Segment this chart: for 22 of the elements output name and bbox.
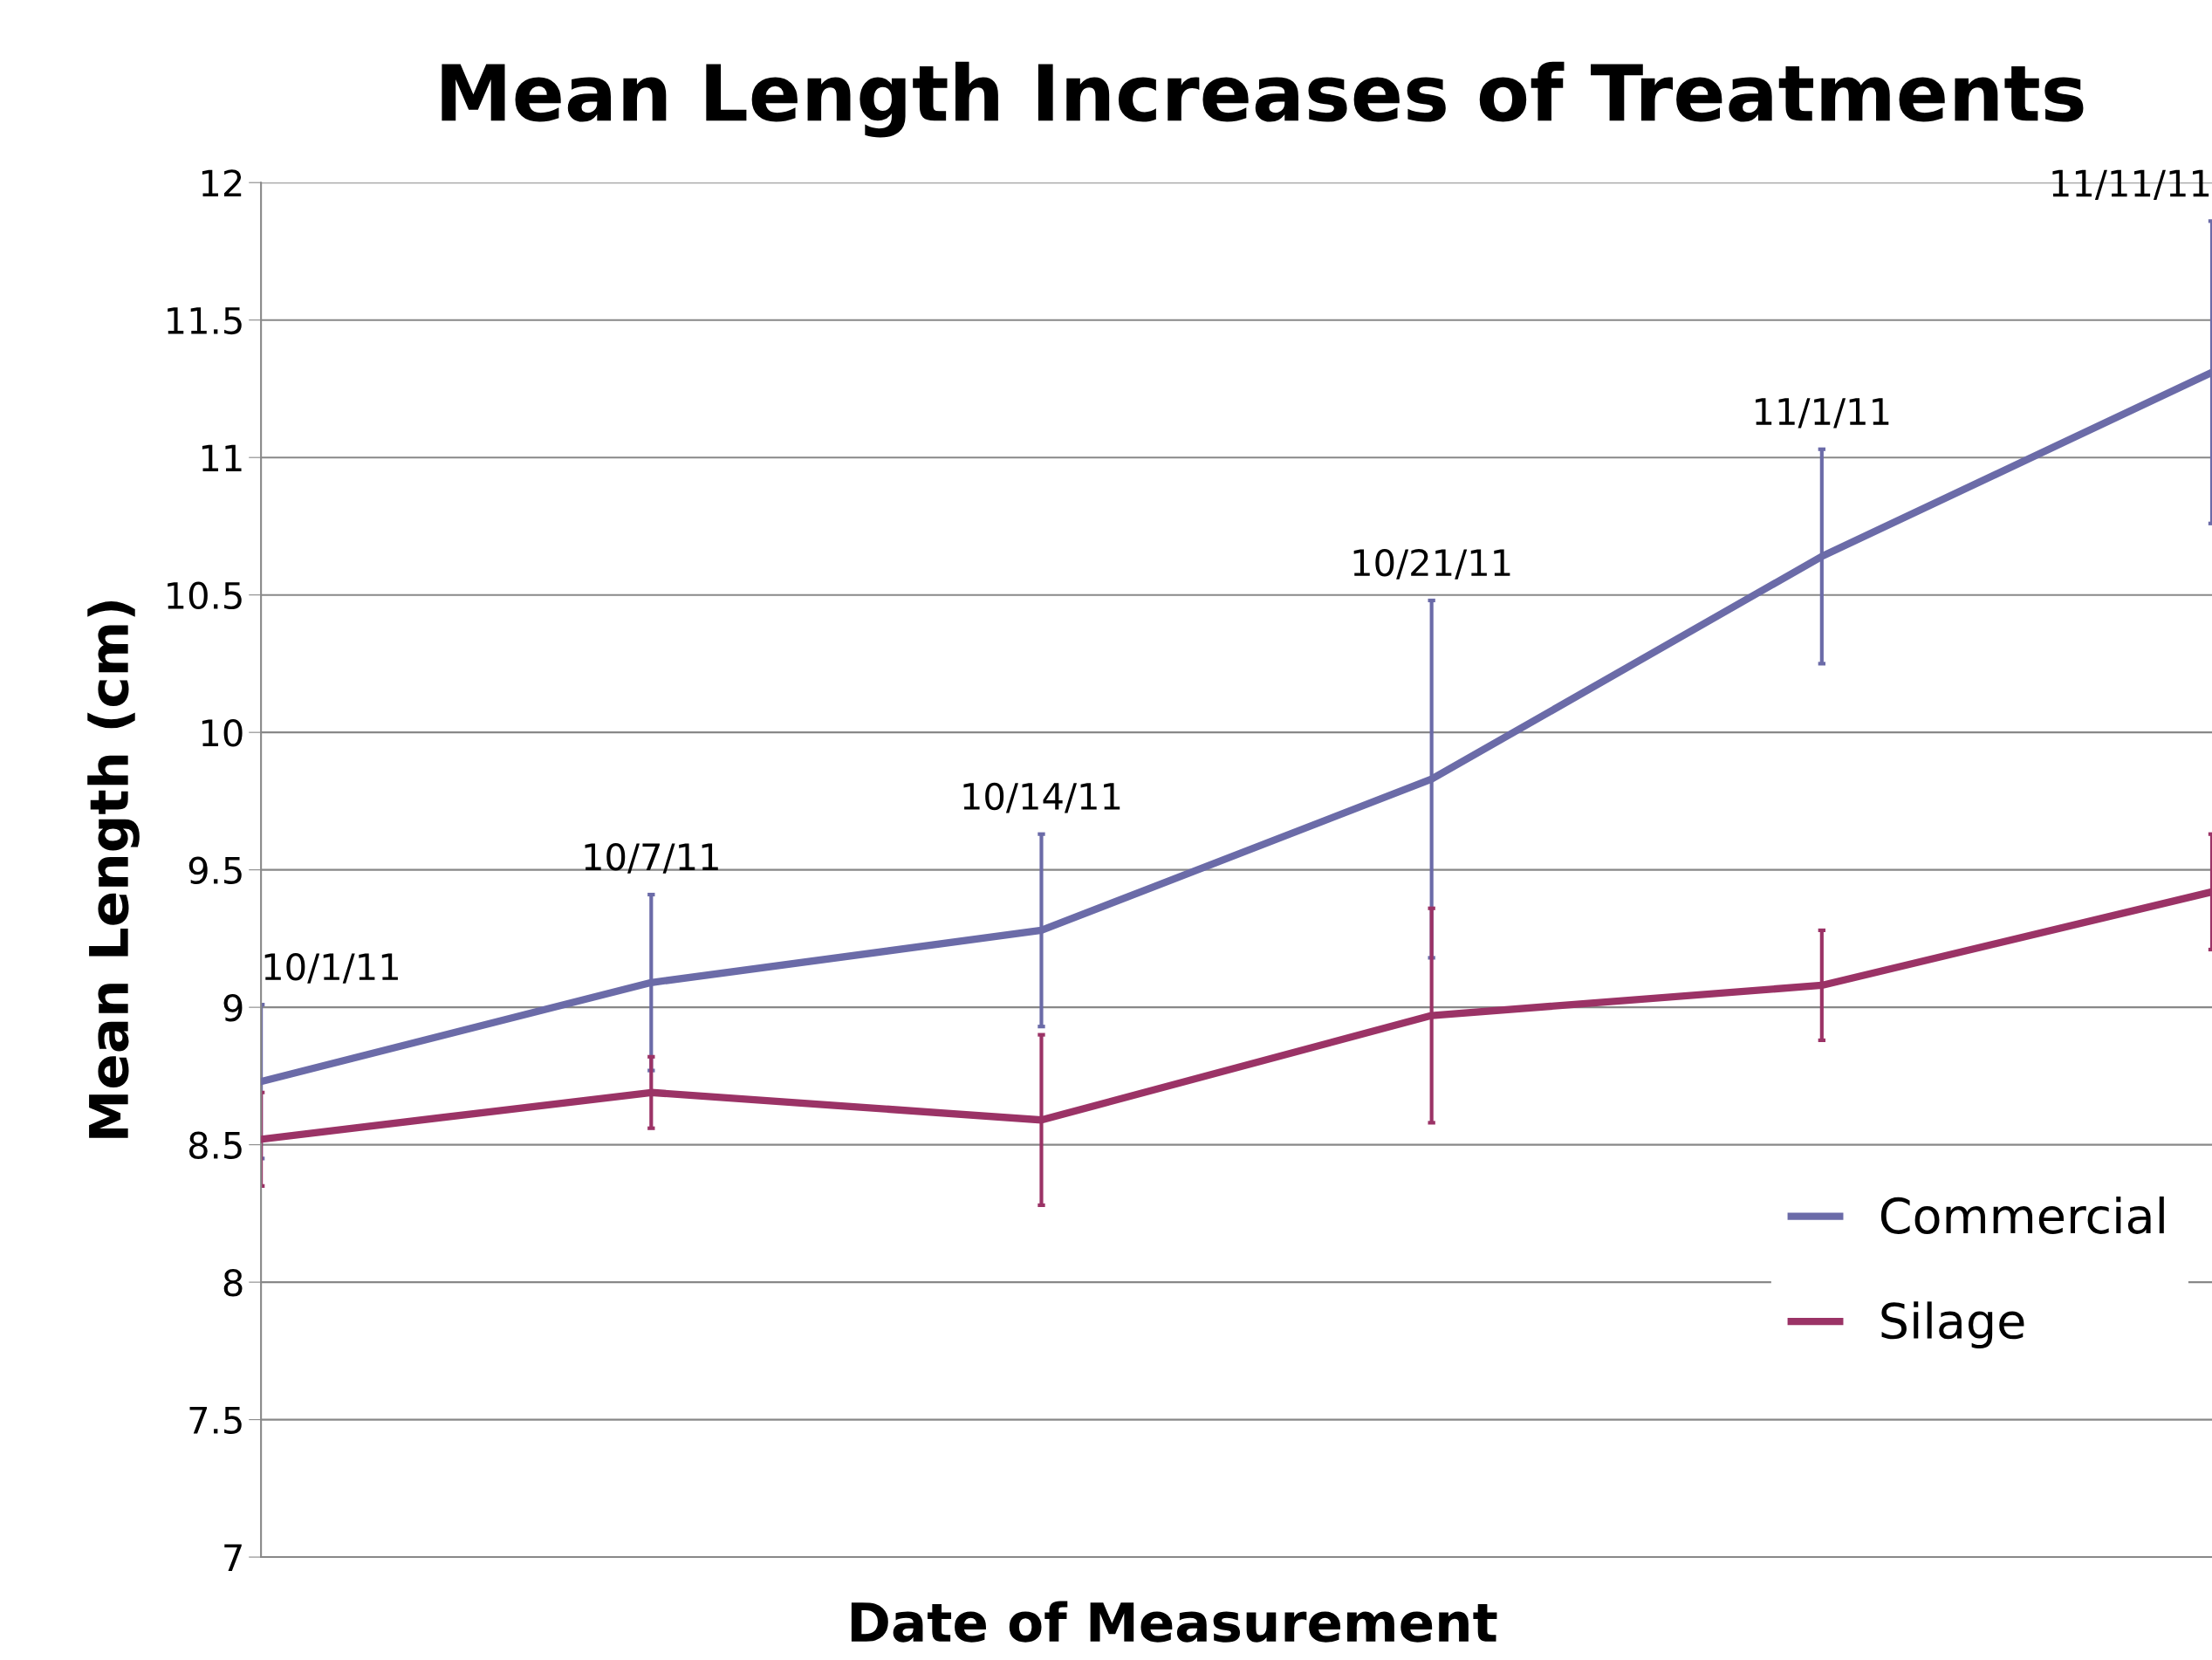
y-tick-label: 7.5 [189, 1407, 242, 1435]
legend-label: Commercial [1880, 1196, 2164, 1234]
y-tick-label: 8 [223, 1269, 243, 1297]
y-tick-label: 8.5 [188, 1131, 242, 1160]
y-axis-title: Mean Length (cm) [87, 601, 140, 1138]
annotation: 10/21/11 [1353, 548, 1510, 580]
x-axis-title: Date of Measurement [851, 1601, 1497, 1643]
y-tick-label: 11.5 [168, 307, 242, 335]
annotation: 10/1/11 [264, 952, 398, 984]
annotation: 10/7/11 [585, 842, 718, 874]
annotation: 10/14/11 [963, 782, 1120, 813]
y-tick-label: 10.5 [168, 581, 242, 610]
y-tick-label: 9 [223, 994, 243, 1022]
legend-label: Silage [1881, 1301, 2024, 1349]
y-tick-label: 11 [202, 444, 242, 472]
y-tick-label: 12 [202, 169, 242, 197]
y-tick-label: 9.5 [188, 856, 242, 885]
y-tick-label: 10 [202, 719, 243, 747]
annotation: 11/1/11 [1756, 398, 1889, 429]
y-tick-label: 7 [224, 1544, 242, 1571]
chart-title: Mean Length Increases of Treatments [442, 61, 2084, 138]
annotation: 11/11/11 [2052, 169, 2209, 201]
